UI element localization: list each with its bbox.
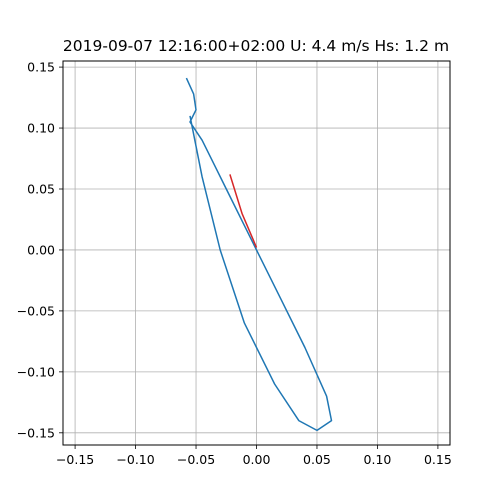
y-tick-label: −0.15 [17, 425, 55, 440]
x-tick-label: 0.15 [424, 452, 452, 467]
y-tick-label: 0.05 [27, 182, 55, 197]
y-tick-label: 0.10 [27, 121, 55, 136]
axis-ticks: −0.15 −0.10 −0.05 0.00 0.05 0.10 0.15 −0.15 −0.1… [17, 60, 452, 467]
x-tick-label: 0.10 [364, 452, 392, 467]
x-tick-label: 0.05 [303, 452, 331, 467]
x-tick-label: −0.10 [116, 452, 154, 467]
y-tick-label: 0.15 [27, 60, 55, 75]
x-tick-label: −0.05 [177, 452, 215, 467]
plot-area [185, 77, 333, 432]
series-line [185, 77, 333, 432]
x-tick-label: −0.15 [56, 452, 94, 467]
y-tick-label: −0.05 [17, 303, 55, 318]
x-tick-label: 0.00 [243, 452, 271, 467]
mean-direction-line [229, 174, 258, 248]
y-tick-label: −0.10 [17, 364, 55, 379]
chart-title: 2019-09-07 12:16:00+02:00 U: 4.4 m/s Hs:… [63, 37, 449, 55]
y-tick-label: 0.00 [27, 242, 55, 257]
